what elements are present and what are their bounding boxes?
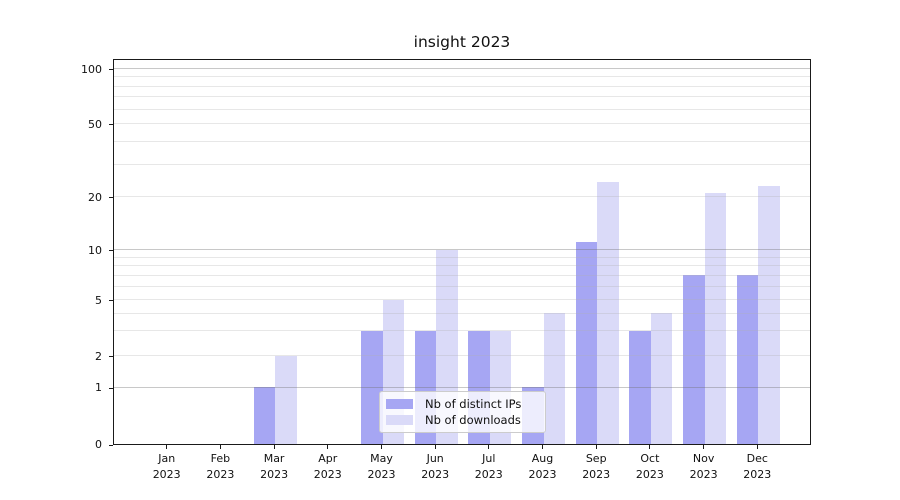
legend: Nb of distinct IPs Nb of downloads — [379, 391, 546, 433]
x-tick-label-Aug: Aug 2023 — [513, 451, 573, 482]
bar-distinct-ips-May — [361, 330, 383, 444]
x-tick-mark-Jun — [434, 445, 436, 449]
x-tick-mark-May — [381, 445, 382, 449]
x-tick-year-Apr: 2023 — [313, 467, 342, 481]
bar-downloads-Mar — [275, 355, 297, 444]
x-tick-label-Dec: Dec 2023 — [727, 451, 787, 482]
legend-swatch-downloads — [386, 414, 413, 426]
bar-downloads-Sep — [597, 182, 619, 444]
x-tick-mark-Feb — [219, 445, 221, 449]
y-tick-label-10: 10 — [88, 243, 102, 257]
x-tick-year-Sep: 2023 — [582, 467, 611, 481]
bar-downloads-Dec — [758, 185, 780, 444]
legend-swatch-distinct-ips — [386, 398, 413, 410]
x-tick-label-Feb: Feb 2023 — [190, 451, 250, 482]
x-tick-label-Mar: Mar 2023 — [244, 451, 304, 482]
x-tick-label-Sep: Sep 2023 — [566, 451, 626, 482]
bar-distinct-ips-Nov — [683, 275, 705, 444]
x-tick-year-Jan: 2023 — [152, 467, 181, 481]
x-tick-mark-Nov — [703, 445, 705, 449]
x-tick-mark-Sep — [595, 445, 597, 449]
legend-label-distinct-ips: Nb of distinct IPs — [425, 397, 522, 411]
x-tick-mark-Jan — [166, 445, 168, 449]
x-tick-label-Jan: Jan 2023 — [137, 451, 197, 482]
bar-distinct-ips-Mar — [253, 387, 276, 444]
x-tick-year-Oct: 2023 — [635, 467, 664, 481]
y-tick-mark-10 — [109, 250, 113, 252]
x-tick-label-May: May 2023 — [352, 451, 412, 482]
x-tick-year-Dec: 2023 — [743, 467, 772, 481]
x-tick-mark-Jul — [488, 445, 490, 449]
x-tick-mark-Mar — [273, 445, 275, 449]
y-tick-label-5: 5 — [95, 293, 102, 307]
y-tick-mark-2 — [109, 356, 113, 358]
y-tick-label-50: 50 — [88, 117, 102, 131]
x-tick-year-Nov: 2023 — [689, 467, 718, 481]
x-tick-label-Oct: Oct 2023 — [620, 451, 680, 482]
y-tick-label-100: 100 — [81, 62, 102, 76]
y-tick-label-20: 20 — [88, 190, 102, 204]
x-tick-year-May: 2023 — [367, 467, 396, 481]
x-tick-mark-Oct — [649, 445, 651, 449]
y-tick-mark-1 — [109, 387, 113, 389]
x-tick-label-Jun: Jun 2023 — [405, 451, 465, 482]
bar-downloads-Nov — [704, 192, 727, 444]
x-tick-year-Jul: 2023 — [474, 467, 503, 481]
y-tick-mark-50 — [109, 124, 113, 125]
bar-downloads-Aug — [543, 313, 565, 444]
legend-label-downloads: Nb of downloads — [425, 413, 521, 427]
y-tick-mark-5 — [109, 300, 113, 301]
y-tick-mark-100 — [109, 69, 113, 70]
chart-title: insight 2023 — [413, 33, 511, 51]
bar-distinct-ips-Sep — [575, 242, 598, 444]
y-tick-label-1: 1 — [95, 381, 102, 395]
x-tick-label-Apr: Apr 2023 — [298, 451, 358, 482]
x-tick-label-Nov: Nov 2023 — [674, 451, 734, 482]
y-tick-mark-0 — [109, 444, 113, 446]
y-tick-label-2: 2 — [95, 349, 102, 363]
y-tick-mark-20 — [109, 197, 113, 199]
legend-row-downloads: Nb of downloads — [386, 412, 537, 428]
x-tick-year-Mar: 2023 — [260, 467, 289, 481]
x-tick-mark-Aug — [542, 445, 543, 449]
plot-area: Nb of distinct IPs Nb of downloads — [113, 59, 811, 445]
x-tick-mark-Dec — [756, 445, 758, 449]
x-tick-mark-Apr — [327, 445, 329, 449]
bar-distinct-ips-Dec — [736, 275, 759, 444]
x-tick-year-Feb: 2023 — [206, 467, 235, 481]
y-tick-label-0: 0 — [95, 438, 102, 451]
legend-row-distinct-ips: Nb of distinct IPs — [386, 396, 537, 412]
bar-distinct-ips-Oct — [629, 330, 651, 444]
x-tick-label-Jul: Jul 2023 — [459, 451, 519, 482]
x-tick-year-Jun: 2023 — [421, 467, 450, 481]
bar-downloads-Oct — [650, 313, 673, 444]
bars-layer — [114, 60, 810, 444]
x-tick-year-Aug: 2023 — [528, 467, 557, 481]
